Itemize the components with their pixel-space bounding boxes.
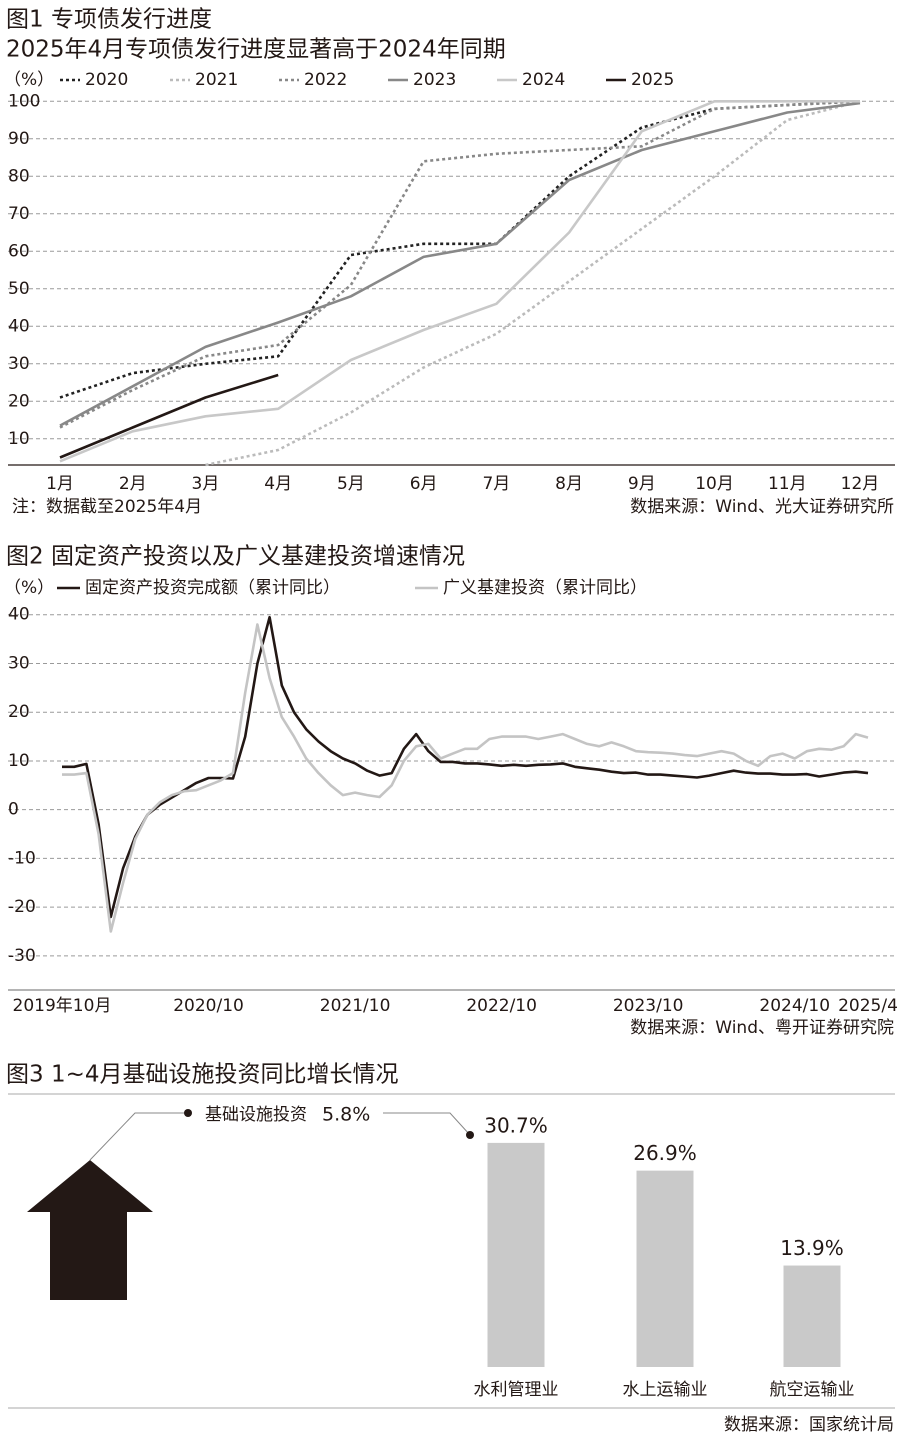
x-tick-label: 9月 <box>628 474 656 494</box>
x-tick-label: 10月 <box>695 474 734 494</box>
legend-label: 2020 <box>85 70 128 90</box>
x-tick-label: 2021/10 <box>320 996 391 1016</box>
chart-title: 图3 1~4月基础设施投资同比增长情况 <box>6 1062 398 1088</box>
legend-label: 2021 <box>195 70 238 90</box>
series-line <box>59 100 860 463</box>
y-tick-label: 50 <box>8 279 30 299</box>
bar <box>783 1265 841 1367</box>
series-line <box>205 100 861 467</box>
y-tick-label: 100 <box>8 91 40 111</box>
x-tick-label: 4月 <box>264 474 292 494</box>
x-tick-label: 7月 <box>482 474 510 494</box>
y-tick-label: 30 <box>8 354 30 374</box>
y-tick-label: 10 <box>8 751 30 771</box>
legend-label: 2022 <box>304 70 347 90</box>
y-tick-label: 90 <box>8 129 30 149</box>
leader-line <box>383 1112 471 1136</box>
headline-value: 5.8% <box>322 1104 370 1126</box>
source: 数据来源：国家统计局 <box>724 1415 894 1435</box>
legend-label: 固定资产投资完成额（累计同比） <box>85 578 340 598</box>
y-tick-label: 80 <box>8 166 30 186</box>
bar <box>487 1142 545 1367</box>
chart-subtitle: 2025年4月专项债发行进度显著高于2024年同期 <box>6 37 506 63</box>
x-tick-label: 1月 <box>46 474 74 494</box>
y-unit: （%） <box>4 70 54 90</box>
y-tick-label: 0 <box>8 800 19 820</box>
y-tick-label: -30 <box>8 946 36 966</box>
x-tick-label: 水上运输业 <box>623 1380 708 1400</box>
y-tick-label: 20 <box>8 702 30 722</box>
y-tick-label: 20 <box>8 391 30 411</box>
y-tick-label: 70 <box>8 204 30 224</box>
value-label: 13.9% <box>780 1236 844 1260</box>
leader-dot <box>184 1109 192 1117</box>
source: 数据来源：Wind、粤开证券研究院 <box>630 1018 894 1038</box>
x-tick-label: 12月 <box>841 474 880 494</box>
y-tick-label: 40 <box>8 316 30 336</box>
bar <box>636 1170 694 1367</box>
headline-arrow <box>27 1160 153 1300</box>
value-label: 30.7% <box>484 1113 548 1137</box>
y-tick-label: 30 <box>8 653 30 673</box>
legend-label: 2024 <box>522 70 565 90</box>
legend-label: 2023 <box>413 70 456 90</box>
x-tick-label: 2019年10月 <box>13 996 112 1016</box>
y-tick-label: 60 <box>8 241 30 261</box>
leader-line <box>89 1112 188 1161</box>
chart-title: 图2 固定资产投资以及广义基建投资增速情况 <box>6 544 465 570</box>
x-tick-label: 6月 <box>410 474 438 494</box>
x-tick-label: 8月 <box>555 474 583 494</box>
y-tick-label: -10 <box>8 848 36 868</box>
legend-label: 2025 <box>631 70 674 90</box>
x-tick-label: 3月 <box>192 474 220 494</box>
x-tick-label: 2023/10 <box>613 996 684 1016</box>
x-tick-label: 11月 <box>768 474 807 494</box>
x-tick-label: 航空运输业 <box>770 1380 855 1400</box>
x-tick-label: 2020/10 <box>173 996 244 1016</box>
series-line <box>59 100 861 429</box>
source: 数据来源：Wind、光大证券研究所 <box>630 497 894 517</box>
series-line <box>62 615 869 919</box>
series-line <box>59 373 279 459</box>
x-tick-label: 2025/4 <box>838 996 898 1016</box>
series-line <box>59 101 861 427</box>
y-tick-label: 10 <box>8 429 30 449</box>
x-tick-label: 2024/10 <box>759 996 830 1016</box>
series-line <box>62 623 869 933</box>
y-unit: （%） <box>4 578 54 598</box>
x-tick-label: 2022/10 <box>466 996 537 1016</box>
x-tick-label: 水利管理业 <box>474 1380 559 1400</box>
headline-label: 基础设施投资 <box>205 1105 307 1125</box>
leader-dot <box>466 1131 474 1139</box>
y-tick-label: 40 <box>8 605 30 625</box>
legend-label: 广义基建投资（累计同比） <box>443 578 647 598</box>
x-tick-label: 2月 <box>119 474 147 494</box>
y-tick-label: -20 <box>8 897 36 917</box>
x-tick-label: 5月 <box>337 474 365 494</box>
note: 注：数据截至2025年4月 <box>12 497 202 517</box>
chart-title: 图1 专项债发行进度 <box>6 7 212 33</box>
value-label: 26.9% <box>633 1141 697 1165</box>
